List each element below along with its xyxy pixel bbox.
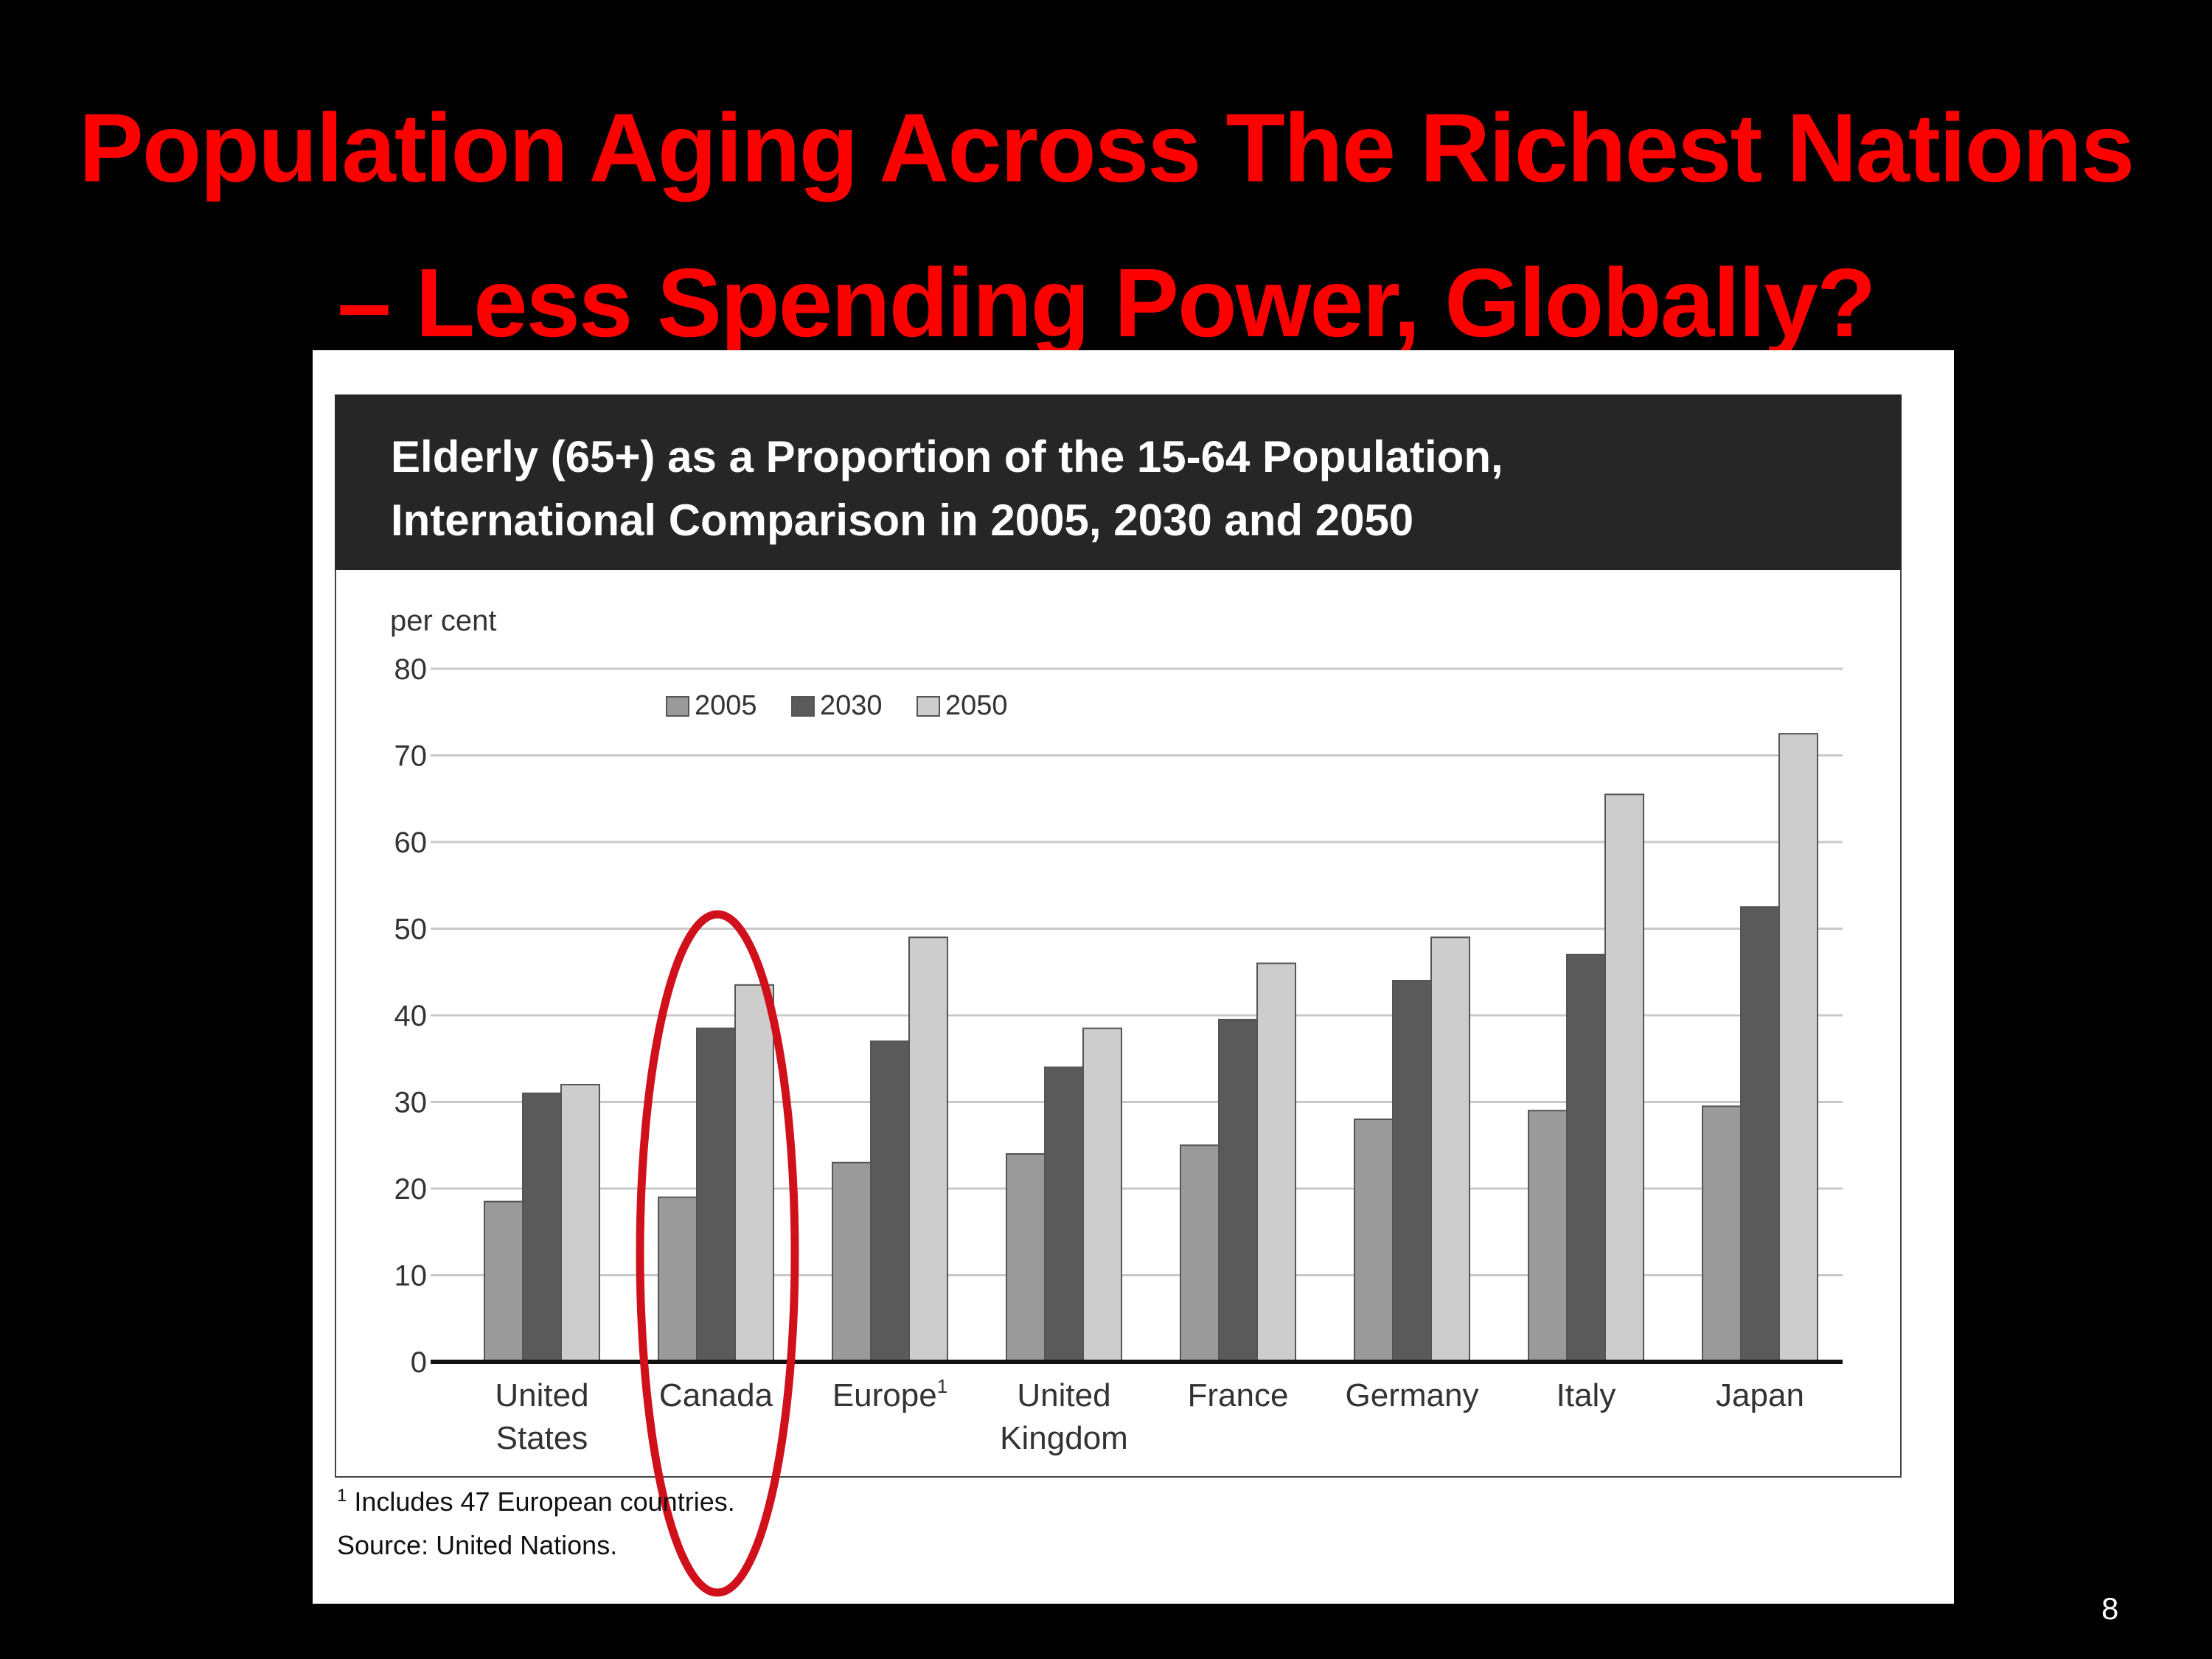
bar: [1604, 793, 1644, 1363]
bar: [1006, 1153, 1046, 1363]
bar: [522, 1092, 562, 1363]
bar: [1218, 1018, 1258, 1363]
slide-subtitle: – Less Spending Power, Globally?: [337, 248, 1876, 357]
bar: [484, 1200, 524, 1363]
bar: [1702, 1105, 1742, 1363]
y-tick-label: 10: [394, 1260, 428, 1293]
x-tick-label: United: [1017, 1377, 1110, 1413]
y-axis-label: per cent: [390, 605, 497, 637]
bar: [1566, 953, 1606, 1363]
highlight-ellipse: [636, 910, 799, 1597]
bar: [1180, 1144, 1220, 1363]
y-tick-label: 30: [394, 1087, 428, 1119]
chart-title-line-2: International Comparison in 2005, 2030 a…: [391, 495, 1414, 545]
bar: [1354, 1119, 1394, 1363]
y-tick-label: 40: [394, 1000, 428, 1032]
chart-title-line-1: Elderly (65+) as a Proportion of the 15-…: [391, 432, 1503, 481]
x-tick-label: States: [496, 1420, 588, 1456]
y-tick-label: 20: [394, 1173, 428, 1206]
source-note: Source: United Nations.: [337, 1530, 618, 1560]
x-tick-label: United: [495, 1377, 588, 1413]
bar: [1044, 1066, 1084, 1363]
chart-header: Elderly (65+) as a Proportion of the 15-…: [335, 394, 1902, 570]
y-tick-label: 50: [394, 914, 428, 946]
bar: [1082, 1027, 1122, 1363]
footnote-mark: 1: [337, 1486, 347, 1506]
y-tick-label: 70: [394, 740, 428, 773]
bar: [870, 1040, 910, 1363]
chart-frame: [335, 570, 1902, 1478]
x-tick-label: Europe1: [832, 1375, 947, 1413]
bar: [696, 1027, 736, 1363]
legend-swatch: [791, 696, 815, 717]
footnote-text: Includes 47 European countries.: [354, 1486, 735, 1517]
bar: [832, 1161, 872, 1363]
bar: [734, 984, 774, 1363]
bar: [1778, 733, 1818, 1363]
bar: [560, 1084, 600, 1363]
y-tick-label: 80: [394, 653, 428, 686]
page-number: 8: [2101, 1591, 2119, 1626]
footnote: 1 Includes 47 European countries.: [337, 1486, 735, 1517]
bar: [1392, 980, 1432, 1363]
x-tick-label: Italy: [1557, 1377, 1616, 1413]
x-tick-label: Japan: [1716, 1377, 1804, 1413]
bar: [1430, 936, 1470, 1363]
bar: [1740, 906, 1780, 1363]
legend-swatch: [666, 696, 689, 717]
bar: [1528, 1110, 1568, 1363]
legend-label: 2030: [820, 690, 883, 721]
y-tick-label: 60: [394, 827, 428, 859]
x-tick-label: Canada: [659, 1377, 773, 1413]
bar: [658, 1196, 698, 1363]
bar: [908, 936, 948, 1363]
chart-figure: Elderly (65+) as a Proportion of the 15-…: [313, 350, 1954, 1604]
x-tick-label: Germany: [1346, 1377, 1479, 1413]
legend-label: 2050: [945, 690, 1008, 721]
legend-label: 2005: [695, 690, 757, 721]
slide-title: Population Aging Across The Richest Nati…: [78, 94, 2135, 202]
x-tick-label: France: [1188, 1377, 1289, 1413]
y-tick-label: 0: [411, 1346, 427, 1379]
x-tick-label: Kingdom: [1000, 1420, 1128, 1456]
bar: [1256, 962, 1296, 1363]
legend-swatch: [917, 696, 940, 717]
